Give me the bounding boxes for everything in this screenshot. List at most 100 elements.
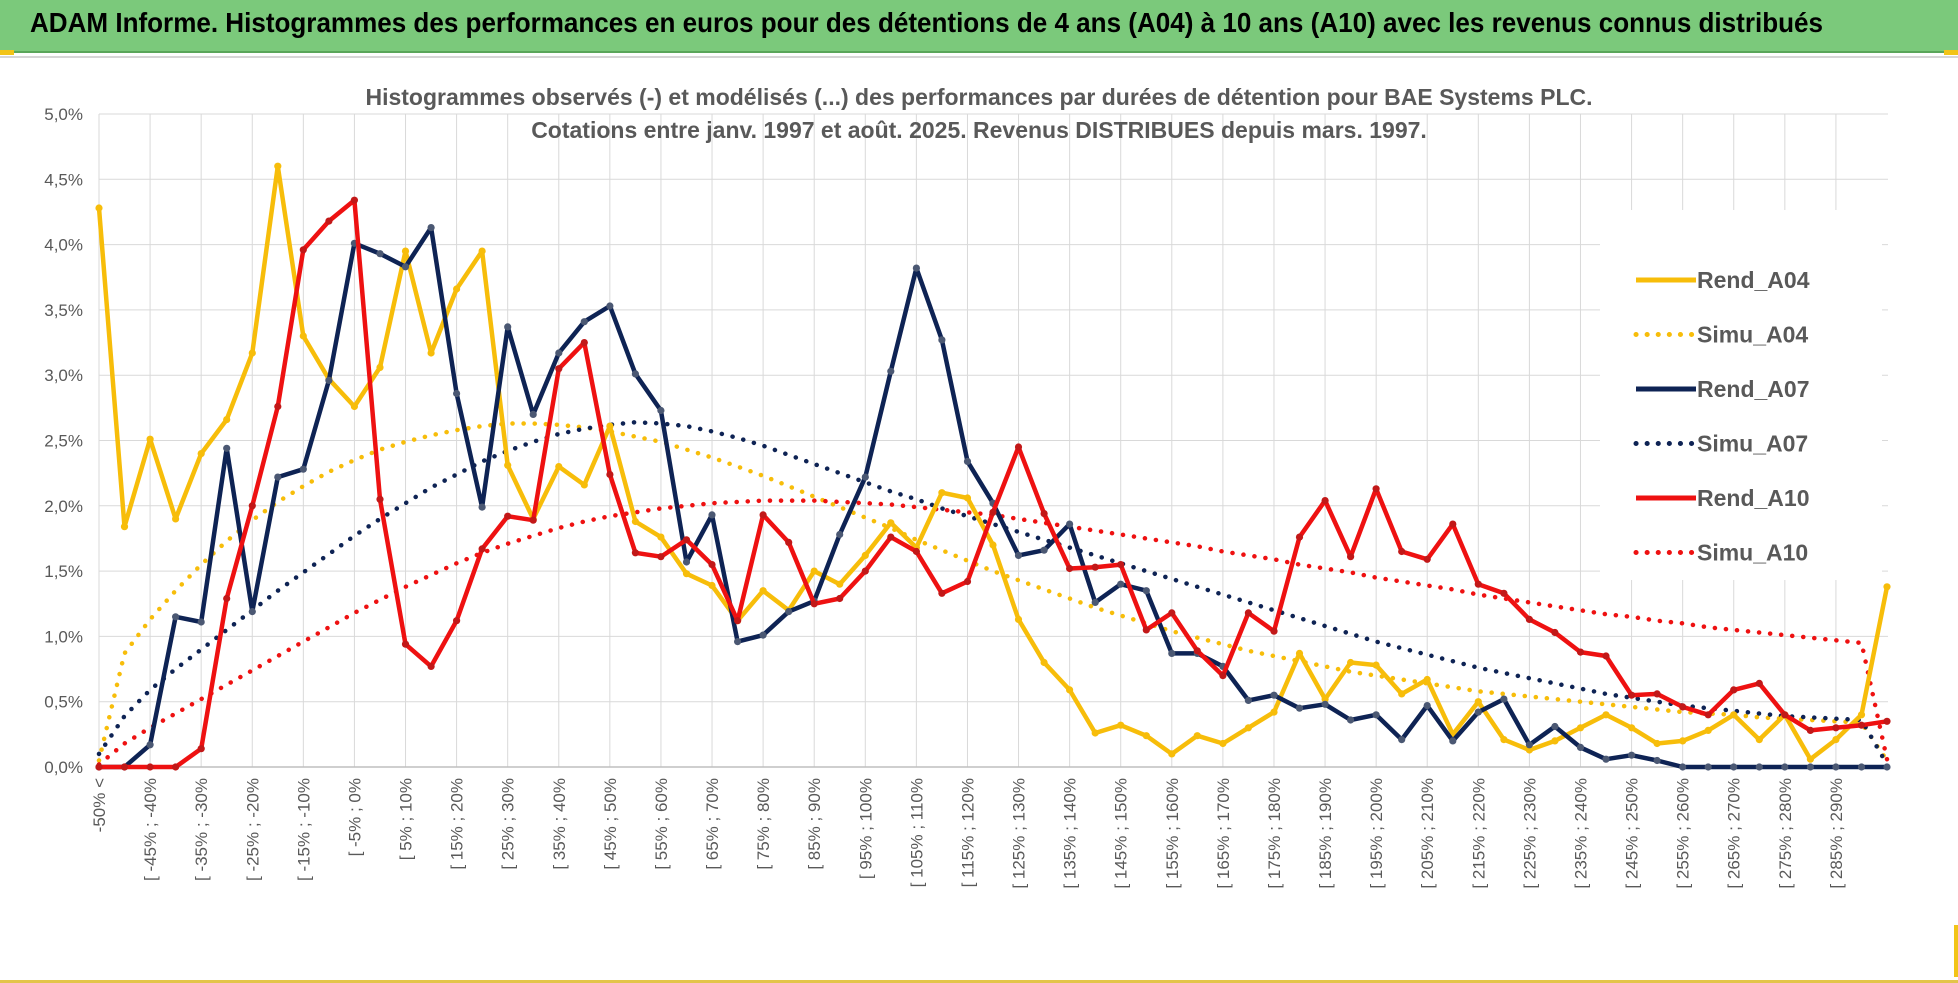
point-rend-a10 <box>989 508 997 516</box>
point-rend-a10 <box>146 763 154 771</box>
x-tick-label: [ 215% ; 220% <box>1469 778 1488 889</box>
point-rend-a07 <box>580 318 588 326</box>
x-tick-label: [ 135% ; 140% <box>1061 778 1080 889</box>
point-rend-a04 <box>1193 732 1201 740</box>
chart-title-line-2: Cotations entre janv. 1997 et août. 2025… <box>531 117 1427 143</box>
point-rend-a07 <box>1372 711 1380 719</box>
point-rend-a07 <box>1806 763 1814 771</box>
point-rend-a07 <box>785 608 793 616</box>
x-tick-label: [ 145% ; 150% <box>1112 778 1131 889</box>
point-rend-a04 <box>1219 739 1227 748</box>
point-rend-a07 <box>1423 702 1431 710</box>
point-rend-a04 <box>938 489 946 497</box>
point-rend-a04 <box>1806 755 1814 763</box>
point-rend-a04 <box>1628 724 1636 732</box>
point-rend-a10 <box>529 516 537 524</box>
point-rend-a10 <box>1142 626 1150 634</box>
point-rend-a04 <box>1551 737 1559 745</box>
legend-label-simu-a04: Simu_A04 <box>1697 322 1808 348</box>
point-rend-a04 <box>1704 726 1712 735</box>
point-rend-a10 <box>1295 533 1304 541</box>
legend-label-simu-a10: Simu_A10 <box>1697 540 1808 566</box>
x-tick-label: [ 205% ; 210% <box>1418 778 1437 889</box>
point-rend-a10 <box>401 640 410 648</box>
point-rend-a04 <box>274 162 282 170</box>
point-rend-a07 <box>1040 546 1048 554</box>
x-tick-label: [ 255% ; 260% <box>1674 778 1693 889</box>
point-rend-a07 <box>325 376 333 384</box>
point-rend-a10 <box>708 561 716 569</box>
point-rend-a04 <box>376 363 384 371</box>
point-rend-a04 <box>1321 695 1329 703</box>
point-rend-a10 <box>734 617 742 625</box>
point-rend-a10 <box>1857 721 1866 729</box>
x-tick-label: [ 25% ; 30% <box>499 778 518 870</box>
x-tick-label: [ 125% ; 130% <box>1010 778 1029 889</box>
y-tick-label: 4,0% <box>44 236 83 255</box>
point-rend-a04 <box>1091 729 1099 737</box>
y-tick-label: 1,0% <box>44 627 83 646</box>
point-rend-a07 <box>1602 755 1610 763</box>
point-rend-a10 <box>938 589 946 597</box>
point-rend-a10 <box>1014 443 1023 451</box>
x-tick-label: [ 265% ; 270% <box>1725 778 1744 889</box>
point-rend-a07 <box>401 263 410 271</box>
point-rend-a10 <box>861 567 869 575</box>
point-rend-a07 <box>759 631 767 639</box>
point-rend-a04 <box>1832 736 1840 744</box>
point-rend-a07 <box>682 558 691 566</box>
point-rend-a10 <box>223 594 231 603</box>
point-rend-a04 <box>810 567 818 575</box>
point-rend-a10 <box>1321 497 1329 505</box>
x-tick-label: [ 285% ; 290% <box>1827 778 1846 889</box>
point-rend-a04 <box>146 435 154 443</box>
point-rend-a07 <box>146 741 154 749</box>
point-rend-a04 <box>708 581 716 590</box>
point-rend-a07 <box>223 444 231 452</box>
x-tick-label: [ 85% ; 90% <box>805 778 824 870</box>
point-rend-a10 <box>1347 553 1355 561</box>
point-rend-a10 <box>1091 563 1099 571</box>
point-rend-a04 <box>1883 583 1891 591</box>
point-rend-a04 <box>95 204 103 212</box>
point-rend-a10 <box>1883 717 1891 725</box>
corner-accent-right-edge <box>1954 925 1958 977</box>
point-rend-a04 <box>1730 711 1738 719</box>
point-rend-a07 <box>708 511 716 519</box>
point-rend-a04 <box>1372 661 1380 669</box>
point-rend-a04 <box>453 285 461 293</box>
point-rend-a04 <box>989 541 997 549</box>
legend-label-rend-a07: Rend_A07 <box>1697 376 1809 402</box>
point-rend-a10 <box>1066 564 1074 573</box>
point-rend-a07 <box>1168 649 1176 658</box>
point-rend-a10 <box>274 402 282 411</box>
point-rend-a10 <box>1219 672 1227 680</box>
chart-panel: 0,0% 0,5% 1,0% 1,5% 2,0% 2,5% 3,0% 3,5% 4,0% 4,5%… <box>0 56 1958 983</box>
point-rend-a07 <box>938 336 946 344</box>
legend: Rend_A04 Simu_A04 Rend_A07 Simu_A07 Rend_A10… <box>1633 267 1810 566</box>
y-tick-label: 1,5% <box>44 562 83 581</box>
point-rend-a10 <box>1730 686 1738 694</box>
x-tick-label: -50% < <box>90 778 109 832</box>
point-rend-a10 <box>1628 691 1636 699</box>
point-rend-a07 <box>606 302 614 310</box>
point-rend-a04 <box>1474 698 1482 706</box>
point-rend-a10 <box>887 533 895 541</box>
point-rend-a04 <box>1347 658 1355 667</box>
point-rend-a04 <box>1295 649 1304 658</box>
x-tick-label: [ 5% ; 10% <box>397 778 416 860</box>
point-rend-a07 <box>1755 763 1763 771</box>
point-rend-a04 <box>504 461 512 469</box>
point-rend-a10 <box>427 662 435 671</box>
corner-accent-top-right <box>1944 50 1958 55</box>
gridlines <box>98 113 1888 768</box>
point-rend-a07 <box>836 530 844 539</box>
x-tick-label: [ 275% ; 280% <box>1776 778 1795 889</box>
point-rend-a07 <box>1704 763 1712 771</box>
point-rend-a07 <box>1730 763 1738 771</box>
point-rend-a07 <box>1295 704 1304 712</box>
histogram-chart: 0,0% 0,5% 1,0% 1,5% 2,0% 2,5% 3,0% 3,5% 4,0% 4,5%… <box>44 84 1891 889</box>
point-rend-a10 <box>376 495 384 503</box>
point-rend-a10 <box>1602 652 1610 660</box>
